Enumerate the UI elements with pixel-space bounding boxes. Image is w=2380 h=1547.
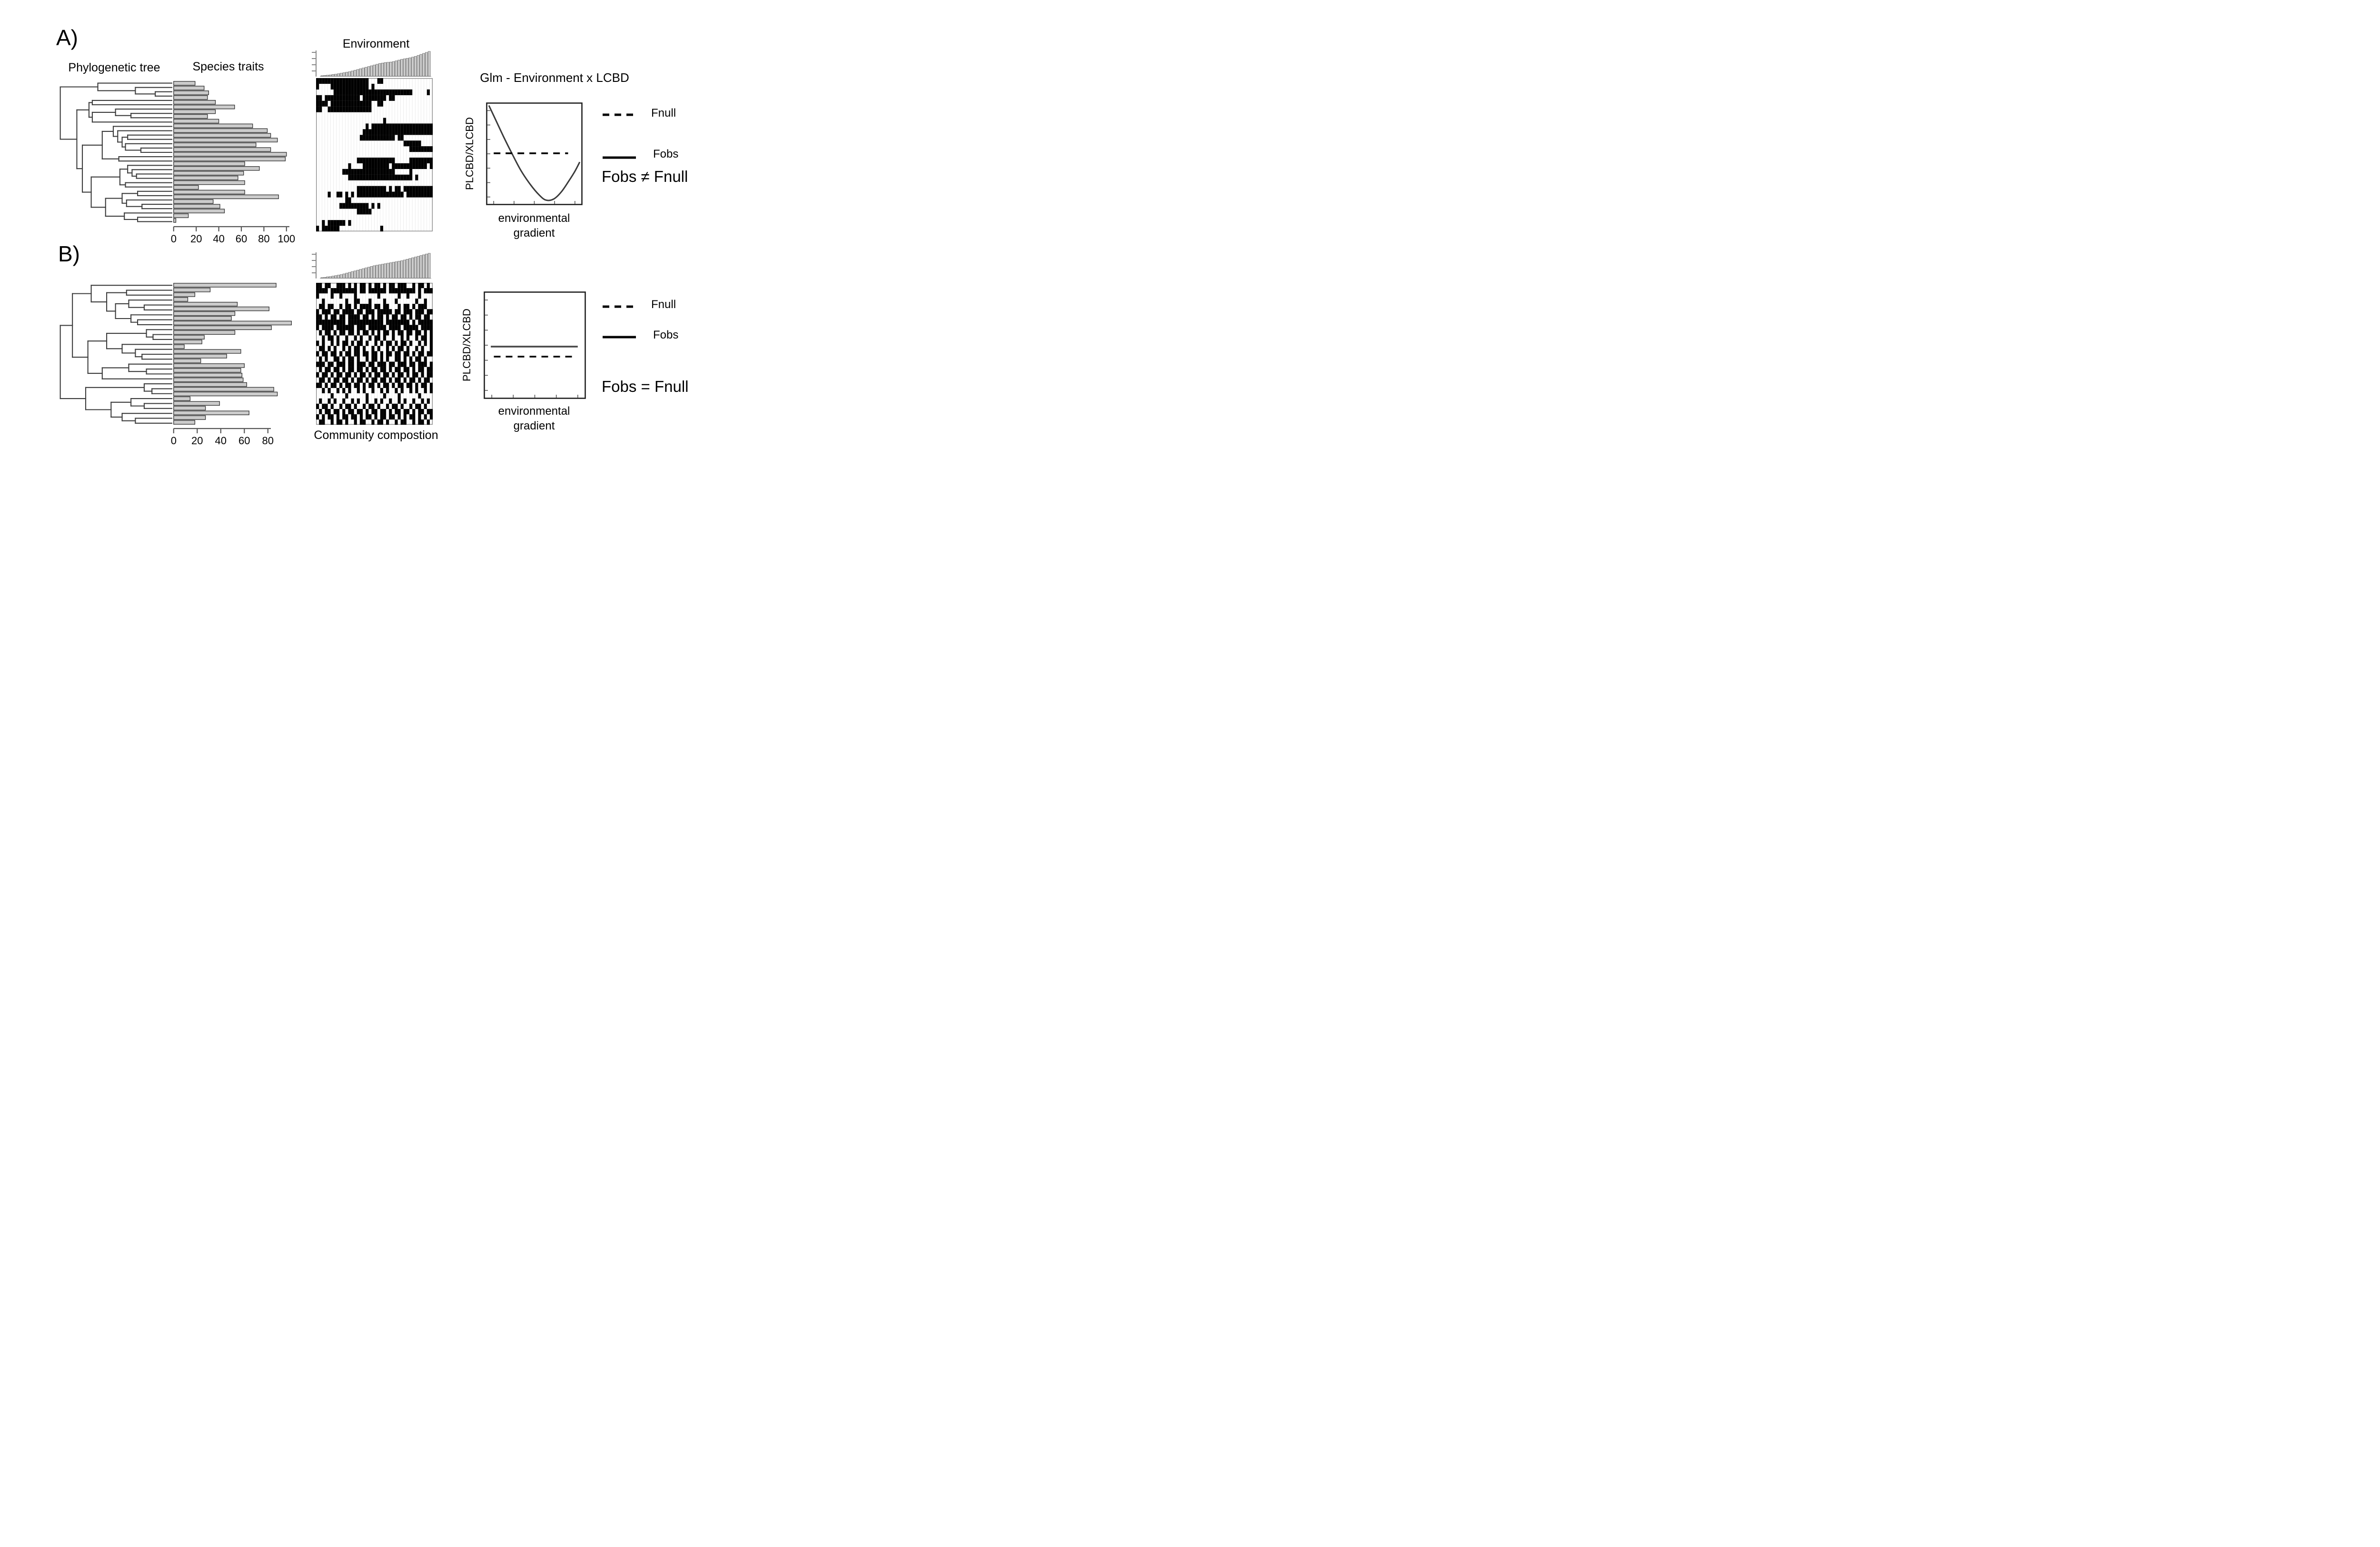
phylo-tree-title-a: Phylogenetic tree [68, 61, 160, 74]
glm-a-x-axis-label-line1: environmental [498, 212, 570, 225]
legend-fnull-label-b: Fnull [651, 298, 676, 311]
environment-gradient-barchart-b [312, 252, 431, 279]
legend-fobs-label-a: Fobs [653, 148, 679, 160]
glm-plot-a [486, 102, 583, 205]
svg-text:60: 60 [238, 435, 250, 447]
conclusion-text-a: Fobs ≠ Fnull [602, 168, 688, 185]
glm-b-x-axis-label: environmental gradient [486, 404, 582, 433]
community-composition-matrix-a [316, 78, 433, 232]
svg-text:100: 100 [278, 233, 295, 245]
glm-a-x-axis-label-line2: gradient [513, 227, 555, 240]
glm-a-y-axis-label: PLCBD/XLCBD [464, 117, 476, 190]
legend-fnull-label-a: Fnull [651, 107, 676, 120]
svg-text:0: 0 [171, 233, 177, 245]
svg-text:60: 60 [236, 233, 247, 245]
species-traits-title-a: Species traits [192, 60, 264, 73]
svg-text:40: 40 [213, 233, 224, 245]
svg-text:20: 20 [191, 435, 203, 447]
species-traits-barchart-b: 0 20 40 60 80 [171, 283, 292, 447]
phylogenetic-tree-a-plot [60, 82, 173, 222]
phylogenetic-tree-b-plot [60, 285, 173, 424]
conclusion-text-b: Fobs = Fnull [602, 378, 689, 395]
glm-b-x-axis-label-line2: gradient [513, 419, 555, 432]
figure-canvas: A) Phylogenetic tree Species traits Envi… [0, 0, 746, 481]
svg-text:20: 20 [190, 233, 202, 245]
environment-gradient-barchart-a [312, 50, 431, 77]
legend-dashed-line-icon-b [603, 305, 636, 308]
glm-b-x-axis-label-line1: environmental [498, 405, 570, 418]
glm-b-y-axis-label: PLCBD/XLCBD [461, 309, 473, 382]
legend-solid-line-icon-a [603, 156, 636, 159]
glm-plot-b [484, 291, 586, 399]
community-composition-caption: Community compostion [314, 429, 438, 442]
legend-fobs-label-b: Fobs [653, 329, 679, 341]
legend-solid-line-icon-b [603, 336, 636, 339]
glm-a-x-axis-label: environmental gradient [486, 211, 582, 240]
panel-a-label: A) [56, 25, 78, 50]
legend-dashed-line-icon-a [603, 113, 636, 116]
environment-title-a: Environment [342, 37, 410, 50]
svg-text:40: 40 [215, 435, 227, 447]
panel-b-label: B) [58, 241, 80, 266]
svg-text:80: 80 [258, 233, 269, 245]
species-traits-barchart-a: 0 20 40 60 80 100 [171, 81, 295, 245]
svg-text:80: 80 [262, 435, 274, 447]
svg-text:0: 0 [171, 435, 177, 447]
community-composition-matrix-b [316, 282, 433, 425]
glm-title-a: Glm - Environment x LCBD [480, 70, 629, 85]
